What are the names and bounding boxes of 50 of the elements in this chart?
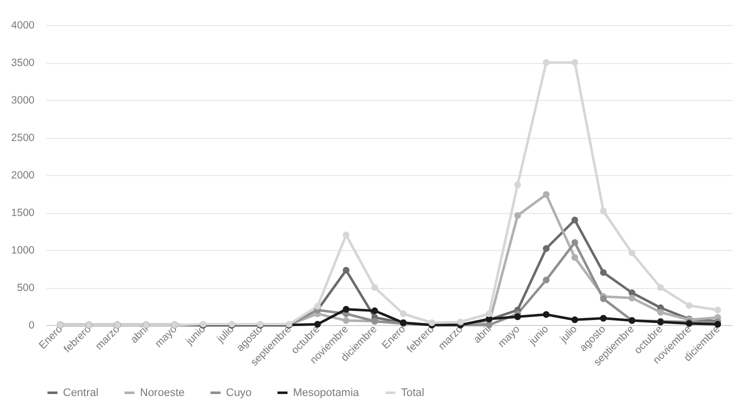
x-tick-label: julio xyxy=(214,323,237,346)
point xyxy=(657,308,664,316)
point xyxy=(457,318,464,326)
point xyxy=(686,302,692,309)
y-tick-label: 3500 xyxy=(11,57,35,69)
y-tick-label: 2500 xyxy=(11,132,35,144)
point xyxy=(542,311,550,318)
point xyxy=(514,313,521,320)
point xyxy=(571,216,578,224)
point xyxy=(542,59,550,66)
point xyxy=(428,319,436,326)
point xyxy=(600,269,607,276)
legend-label: Total xyxy=(401,386,424,399)
point xyxy=(514,181,521,188)
point xyxy=(571,316,578,324)
legend-label: Cuyo xyxy=(226,386,252,399)
point xyxy=(600,208,607,214)
point xyxy=(542,245,550,252)
point xyxy=(342,317,350,324)
point xyxy=(342,306,350,313)
y-tick-label: 1000 xyxy=(11,244,35,256)
point xyxy=(571,254,578,261)
point xyxy=(542,276,550,284)
legend-label: Central xyxy=(63,386,98,399)
point xyxy=(371,307,378,314)
point xyxy=(486,310,492,318)
point xyxy=(714,320,722,328)
point xyxy=(542,191,550,198)
point xyxy=(571,239,578,246)
point xyxy=(514,212,521,219)
point xyxy=(600,314,607,322)
y-tick-label: 500 xyxy=(16,282,35,294)
y-tick-label: 0 xyxy=(28,320,35,332)
point xyxy=(400,310,407,318)
point xyxy=(657,284,664,291)
y-tick-label: 2000 xyxy=(11,170,35,182)
point xyxy=(314,302,321,310)
y-tick-label: 1500 xyxy=(11,207,35,219)
point xyxy=(371,284,378,291)
point xyxy=(628,250,636,256)
legend-label: Noroeste xyxy=(140,386,185,399)
legend-label: Mesopotamia xyxy=(293,386,360,399)
point xyxy=(600,295,607,302)
y-tick-label: 3000 xyxy=(11,94,35,106)
point xyxy=(342,232,350,238)
y-tick-label: 4000 xyxy=(11,20,35,32)
point xyxy=(628,294,636,302)
point xyxy=(342,266,350,274)
point xyxy=(714,306,722,314)
point xyxy=(571,59,578,66)
